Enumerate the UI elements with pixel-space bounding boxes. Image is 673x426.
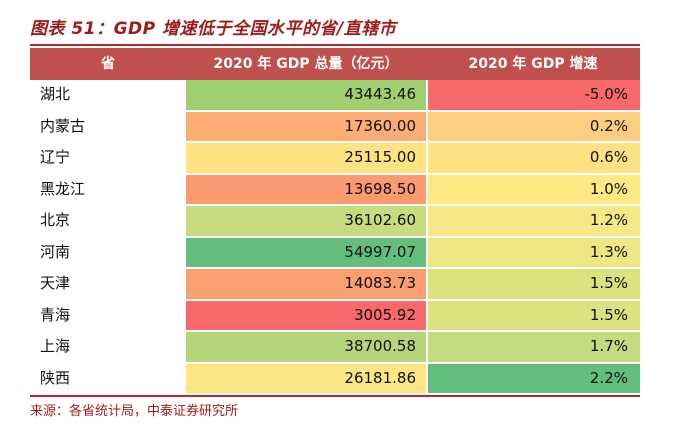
province-cell: 青海 [40, 305, 71, 324]
gdp-total-cell: 26181.86 [186, 363, 426, 393]
gdp-total-cell: 14083.73 [186, 269, 426, 299]
gdp-growth-cell: 0.2% [428, 111, 640, 141]
table-row: 河南 54997.07 1.3% [30, 237, 640, 270]
gdp-total-cell: 38700.58 [186, 332, 426, 362]
bottom-rule [30, 395, 640, 397]
province-cell: 辽宁 [40, 148, 71, 166]
gdp-total-cell: 54997.07 [186, 237, 426, 267]
gdp-growth-cell: 1.5% [428, 300, 640, 330]
table-row: 黑龙江 13698.50 1.0% [30, 174, 640, 207]
gdp-table: 省 2020 年 GDP 总量（亿元） 2020 年 GDP 增速 湖北 4344… [30, 48, 640, 395]
gdp-growth-cell: 1.2% [428, 206, 640, 236]
table-row: 湖北 43443.46 -5.0% [30, 80, 640, 112]
source-note: 来源：各省统计局，中泰证券研究所 [30, 404, 239, 419]
header-gdp-total: 2020 年 GDP 总量（亿元） [213, 56, 399, 72]
table-row: 辽宁 25115.00 0.6% [30, 143, 640, 175]
province-cell: 陕西 [40, 368, 71, 387]
gdp-growth-cell: -5.0% [428, 80, 640, 110]
table-row: 陕西 26181.86 2.2% [30, 363, 640, 396]
table-row: 天津 14083.73 1.5% [30, 269, 640, 301]
gdp-total-cell: 25115.00 [186, 143, 426, 173]
gdp-growth-cell: 1.3% [428, 237, 640, 267]
gdp-total-cell: 13698.50 [186, 174, 426, 204]
gdp-growth-cell: 1.0% [428, 174, 640, 204]
title-rule [30, 44, 640, 46]
gdp-total-cell: 17360.00 [186, 111, 426, 141]
table-row: 北京 36102.60 1.2% [30, 206, 640, 238]
header-gdp-growth: 2020 年 GDP 增速 [468, 56, 598, 72]
gdp-total-cell: 43443.46 [186, 80, 426, 110]
gdp-growth-cell: 0.6% [428, 143, 640, 173]
province-cell: 内蒙古 [40, 116, 86, 135]
province-cell: 天津 [40, 274, 71, 292]
province-cell: 上海 [40, 337, 71, 355]
table-row: 上海 38700.58 1.7% [30, 332, 640, 364]
gdp-total-cell: 36102.60 [186, 206, 426, 236]
table-body: 湖北 43443.46 -5.0% 内蒙古 17360.00 0.2% 辽宁 25115.00… [30, 80, 640, 395]
gdp-growth-cell: 2.2% [428, 363, 640, 393]
province-cell: 河南 [40, 242, 71, 261]
table-row: 内蒙古 17360.00 0.2% [30, 111, 640, 144]
province-cell: 北京 [40, 211, 71, 229]
table-header: 省 2020 年 GDP 总量（亿元） 2020 年 GDP 增速 [30, 48, 640, 80]
table-row: 青海 3005.92 1.5% [30, 300, 640, 333]
province-cell: 黑龙江 [40, 179, 86, 198]
gdp-growth-cell: 1.7% [428, 332, 640, 362]
header-province: 省 [101, 56, 115, 72]
province-cell: 湖北 [40, 85, 71, 103]
gdp-growth-cell: 1.5% [428, 269, 640, 299]
gdp-total-cell: 3005.92 [186, 300, 426, 330]
chart-title: 图表 51：GDP 增速低于全国水平的省/直辖市 [30, 19, 397, 39]
